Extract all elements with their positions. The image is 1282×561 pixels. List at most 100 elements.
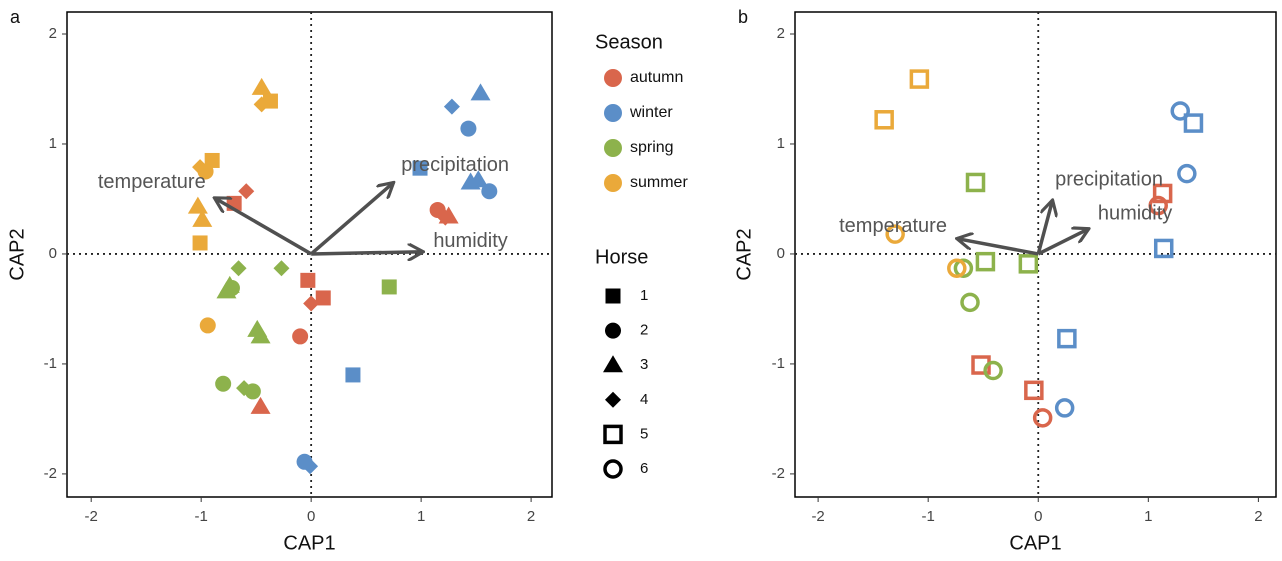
y-tick-label: 1 <box>777 135 785 152</box>
point <box>273 260 290 277</box>
y-tick-label: 2 <box>777 25 785 42</box>
legend-label: 5 <box>640 425 648 442</box>
point <box>250 396 271 414</box>
vector-arrow <box>1037 229 1089 256</box>
vector-label: temperature <box>839 215 947 237</box>
legend-label: 4 <box>640 391 648 408</box>
legend-label: spring <box>630 139 674 156</box>
point <box>1057 328 1077 349</box>
point <box>292 328 309 345</box>
legend-shape <box>605 391 621 408</box>
point <box>1183 113 1204 133</box>
vector-label: humidity <box>1098 202 1172 224</box>
point <box>381 279 397 295</box>
legend-shape <box>603 355 623 373</box>
point <box>199 317 216 334</box>
vector-label: precipitation <box>1055 169 1163 191</box>
legend-label: summer <box>630 174 688 191</box>
x-tick-label: 1 <box>417 508 425 525</box>
point <box>300 272 316 288</box>
y-tick-label: -2 <box>772 465 785 482</box>
point <box>947 258 967 278</box>
point <box>443 98 460 115</box>
point <box>1153 238 1174 259</box>
legend-swatch <box>604 104 622 122</box>
point <box>965 172 986 193</box>
panel-label: a <box>10 7 21 27</box>
x-tick-label: -2 <box>85 508 98 525</box>
y-tick-label: -1 <box>772 355 785 372</box>
point <box>216 281 237 299</box>
point <box>303 295 320 312</box>
y-axis-title: CAP2 <box>6 228 28 280</box>
x-tick-label: 1 <box>1144 508 1152 525</box>
point <box>244 383 261 400</box>
legend-label: 6 <box>640 460 648 477</box>
panel-label: b <box>738 7 748 27</box>
point <box>1152 183 1173 204</box>
point <box>253 96 270 113</box>
point <box>975 251 996 272</box>
y-tick-label: 1 <box>49 135 57 152</box>
point <box>470 83 491 101</box>
vector-label: humidity <box>433 230 507 252</box>
point <box>302 458 319 475</box>
legend-swatch <box>604 139 622 157</box>
vector-arrow <box>214 198 313 256</box>
y-tick-label: -1 <box>44 355 57 372</box>
point <box>412 160 428 176</box>
point <box>953 258 974 278</box>
y-tick-label: 0 <box>49 245 57 262</box>
point <box>1054 398 1075 418</box>
point <box>437 209 454 226</box>
legend-swatch <box>604 174 622 192</box>
point <box>192 209 213 227</box>
point <box>1024 380 1044 401</box>
vector-label: temperature <box>98 171 206 193</box>
point <box>960 292 980 313</box>
point <box>315 290 331 306</box>
point <box>983 360 1003 381</box>
point <box>1177 163 1197 184</box>
point <box>192 235 208 251</box>
x-tick-label: -1 <box>195 508 208 525</box>
point <box>251 77 272 95</box>
y-tick-label: -2 <box>44 465 57 482</box>
x-tick-label: 2 <box>1254 508 1262 525</box>
legend-shape <box>605 322 621 339</box>
point <box>230 260 247 277</box>
y-tick-label: 2 <box>49 25 57 42</box>
point <box>885 224 905 244</box>
legend-label: 3 <box>640 356 648 373</box>
legend-shape <box>605 288 621 304</box>
point <box>187 196 208 214</box>
x-tick-label: 0 <box>307 508 315 525</box>
point <box>250 326 271 344</box>
x-tick-label: -1 <box>922 508 935 525</box>
point <box>1170 101 1190 121</box>
legend-label: 2 <box>640 322 648 339</box>
legend-label: 1 <box>640 287 648 304</box>
legend-shape <box>603 424 623 445</box>
y-axis-title: CAP2 <box>733 228 755 280</box>
vector-arrow <box>957 239 1039 256</box>
point <box>460 120 477 137</box>
x-axis-title: CAP1 <box>283 532 335 554</box>
point <box>481 183 498 200</box>
x-tick-label: -2 <box>811 508 824 525</box>
point <box>215 375 232 392</box>
point <box>468 170 489 188</box>
point <box>238 183 255 200</box>
vector-arrow <box>311 252 423 254</box>
legend-label: autumn <box>630 69 683 86</box>
x-tick-label: 2 <box>527 508 535 525</box>
point <box>345 367 361 383</box>
point <box>1018 254 1039 274</box>
legend-shape <box>603 459 623 479</box>
point <box>1148 195 1168 216</box>
x-axis-title: CAP1 <box>1009 532 1061 554</box>
point <box>909 69 930 89</box>
vector-label: precipitation <box>401 154 509 176</box>
point <box>874 110 894 130</box>
